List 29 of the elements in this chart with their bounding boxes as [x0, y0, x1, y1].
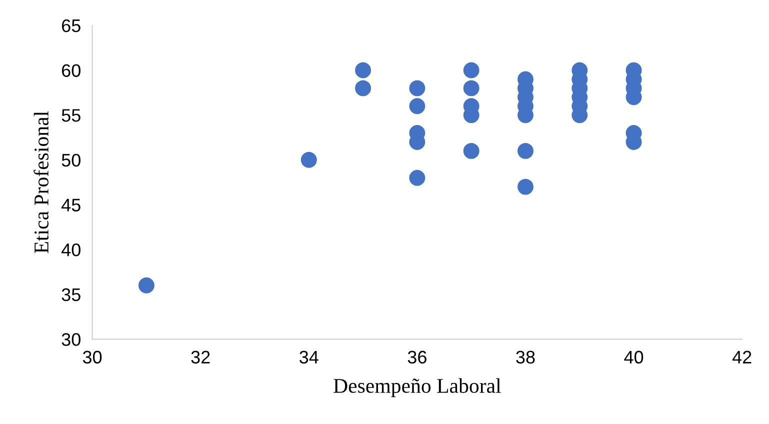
point — [463, 62, 480, 78]
y-tick-label: 40 — [62, 243, 80, 256]
point — [518, 178, 534, 195]
x-tick-label: 40 — [624, 350, 644, 364]
x-tick-label: 38 — [516, 350, 535, 364]
x-tick-label: 32 — [191, 350, 210, 364]
y-axis-title: Etica Profesional — [34, 111, 49, 254]
point — [409, 80, 426, 96]
x-tick-label: 34 — [300, 350, 318, 364]
y-tick-label: 45 — [62, 198, 80, 212]
x-tick-label: 30 — [82, 350, 102, 364]
x-tick-label: 42 — [732, 350, 752, 364]
x-tick-label: 36 — [408, 350, 426, 364]
y-tick-label: 60 — [62, 64, 80, 77]
y-tick-label: 35 — [62, 288, 80, 302]
y-tick-label: 50 — [62, 154, 80, 167]
point — [355, 80, 372, 96]
point — [138, 277, 154, 294]
point — [463, 80, 480, 96]
x-axis-title: Desempeño Laboral — [334, 378, 501, 398]
point — [355, 62, 372, 78]
point — [300, 152, 317, 168]
y-tick-label: 65 — [62, 19, 80, 32]
point — [518, 142, 534, 159]
point — [409, 170, 426, 186]
point — [463, 142, 480, 159]
y-tick-label: 30 — [62, 333, 80, 346]
y-tick-label: 55 — [62, 109, 80, 122]
point — [409, 98, 426, 114]
